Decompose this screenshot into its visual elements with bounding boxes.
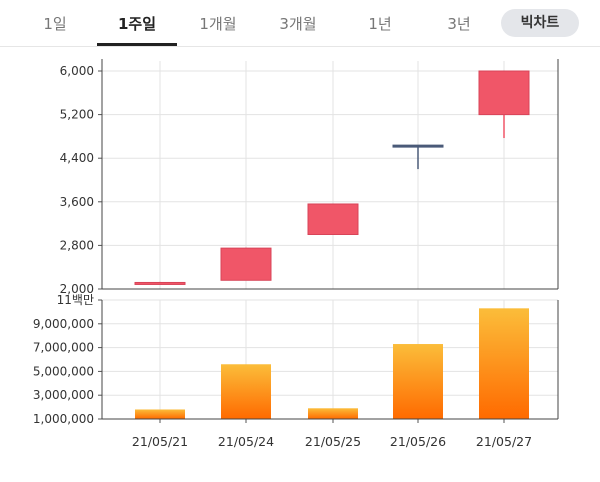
big-chart-button[interactable]: 빅차트 — [501, 9, 579, 37]
price-tick-label: 2,000 — [60, 282, 94, 296]
volume-tick-label: 5,000,000 — [33, 364, 94, 378]
x-axis: 21/05/21 21/05/24 21/05/25 21/05/26 21/05/27 — [132, 419, 532, 449]
volume-bar — [135, 409, 185, 419]
volume-tick-label: 7,000,000 — [33, 341, 94, 355]
x-tick-label: 21/05/25 — [305, 434, 361, 449]
tab-1year[interactable]: 1년 — [368, 15, 392, 33]
volume-bars — [135, 308, 529, 419]
price-y-axis: 2,000 2,800 3,600 4,400 5,200 6,000 — [60, 64, 102, 296]
period-tabs: 1일 1주일 1개월 3개월 1년 3년 빅차트 — [0, 0, 600, 46]
tab-divider — [0, 46, 600, 47]
x-tick-label: 21/05/26 — [390, 434, 446, 449]
tab-1week[interactable]: 1주일 — [97, 0, 177, 46]
volume-y-axis: 1,000,000 3,000,000 5,000,000 7,000,000 9,00… — [33, 293, 102, 426]
tab-1day[interactable]: 1일 — [43, 15, 67, 33]
tab-1month[interactable]: 1개월 — [199, 15, 237, 33]
volume-bar — [393, 344, 443, 419]
x-tick-label: 21/05/21 — [132, 434, 188, 449]
volume-bar — [479, 308, 529, 419]
chart-frame — [101, 59, 559, 420]
x-tick-label: 21/05/27 — [476, 434, 532, 449]
price-tick-label: 2,800 — [60, 238, 94, 252]
candle-body — [220, 247, 272, 281]
price-tick-label: 3,600 — [60, 195, 94, 209]
tab-3month[interactable]: 3개월 — [279, 15, 317, 33]
candle-body — [307, 203, 359, 235]
price-tick-label: 5,200 — [60, 108, 94, 122]
candle-body — [478, 70, 530, 116]
volume-top-label: 11백만 — [57, 293, 94, 307]
price-tick-label: 6,000 — [60, 64, 94, 78]
volume-tick-label: 3,000,000 — [33, 388, 94, 402]
volume-bar — [221, 364, 271, 419]
candle-body — [134, 281, 186, 285]
tab-3year[interactable]: 3년 — [447, 15, 471, 33]
price-candles — [134, 70, 530, 285]
volume-tick-label: 1,000,000 — [33, 412, 94, 426]
stock-chart: 2,000 2,800 3,600 4,400 5,200 6,000 1,000,000… — [33, 59, 559, 449]
volume-tick-label: 9,000,000 — [33, 317, 94, 331]
volume-bar — [308, 408, 358, 419]
x-tick-label: 21/05/24 — [218, 434, 274, 449]
price-tick-label: 4,400 — [60, 151, 94, 165]
candle-body — [392, 144, 444, 148]
